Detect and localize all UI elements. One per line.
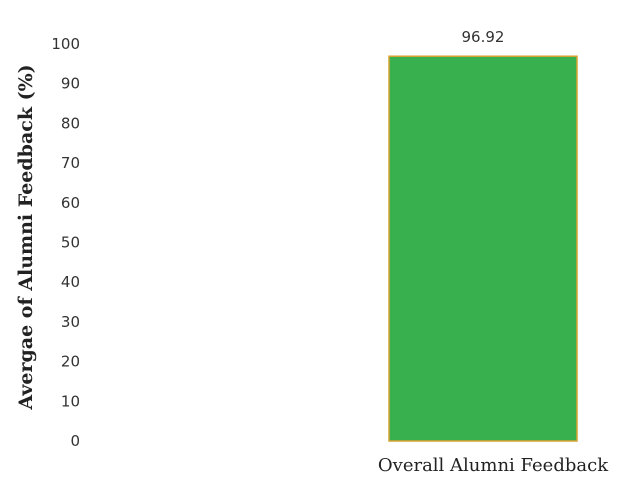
- category-labels: Overall Alumni Feedback: [378, 455, 609, 476]
- data-labels: 96.92: [462, 28, 505, 46]
- y-tick-label: 80: [61, 114, 80, 132]
- y-tick-label: 100: [51, 35, 80, 53]
- bars: [388, 55, 578, 442]
- category-label: Overall Alumni Feedback: [378, 455, 609, 476]
- y-tick-label: 60: [61, 194, 80, 212]
- y-tick-label: 0: [70, 432, 80, 450]
- y-axis-title: Avergae of Alumni Feedback (%): [15, 64, 37, 410]
- y-tick-label: 40: [61, 273, 80, 291]
- y-tick-label: 50: [61, 234, 80, 252]
- y-tick-label: 30: [61, 313, 80, 331]
- y-tick-label: 70: [61, 154, 80, 172]
- y-tick-label: 10: [61, 392, 80, 410]
- y-axis-ticks: 0 10 20 30 40 50 60 70 80 90 100: [51, 35, 80, 450]
- bar-value-label: 96.92: [462, 28, 505, 46]
- y-tick-label: 20: [61, 353, 80, 371]
- y-tick-label: 90: [61, 75, 80, 93]
- bar: [388, 55, 578, 442]
